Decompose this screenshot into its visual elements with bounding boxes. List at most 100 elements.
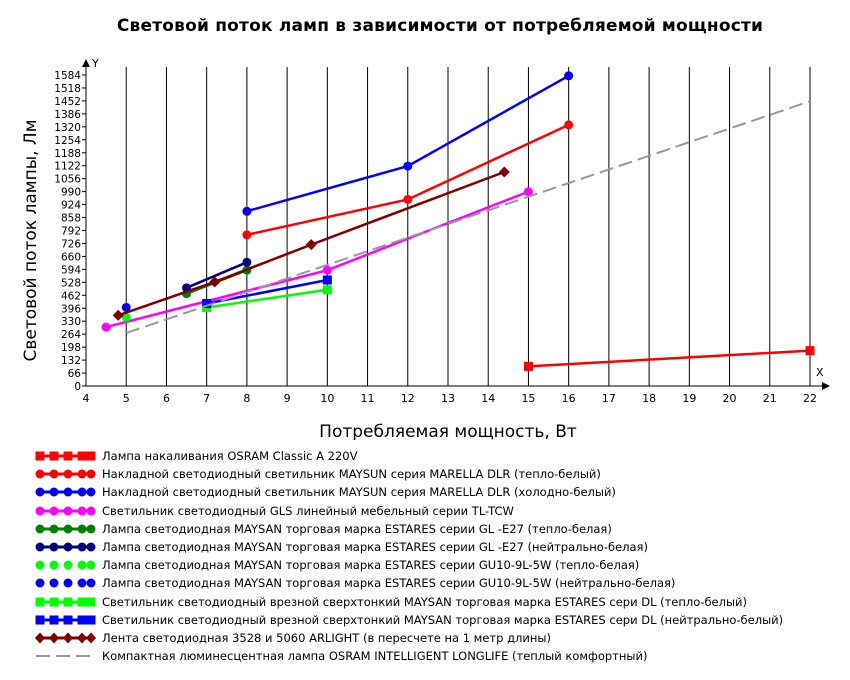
legend-swatch-1 — [35, 451, 96, 461]
y-tick-label: 462 — [61, 290, 81, 302]
y-tick-label: 1122 — [54, 161, 81, 173]
series-point-10 — [322, 275, 332, 285]
x-tick-label: 6 — [163, 392, 170, 405]
legend-swatch-8 — [35, 578, 96, 588]
series-point-8 — [121, 302, 131, 312]
series-point-3 — [242, 206, 252, 216]
legend-item-9: Светильник светодиодный врезной сверхтон… — [34, 593, 850, 611]
x-tick-label: 10 — [320, 392, 334, 405]
legend-swatch-2 — [35, 469, 96, 479]
y-tick-label: 1188 — [54, 148, 81, 160]
x-axis-arrow — [822, 382, 830, 390]
legend-label: Лампа светодиодная MAYSAN торговая марка… — [102, 558, 640, 573]
legend-label: Светильник светодиодный врезной сверхтон… — [102, 594, 747, 609]
legend-item-8: Лампа светодиодная MAYSAN торговая марка… — [34, 574, 850, 592]
legend-label: Лампа светодиодная MAYSAN торговая марка… — [102, 576, 676, 591]
y-tick-label: 858 — [61, 213, 81, 225]
legend-swatch-12 — [36, 655, 94, 658]
legend-label: Накладной светодиодный светильник MAYSUN… — [102, 467, 601, 482]
y-axis-title: Световой поток лампы, Лм — [21, 119, 41, 361]
y-tick-label: 1584 — [54, 70, 81, 82]
x-tick-label: 14 — [481, 392, 495, 405]
x-axis-letter: X — [816, 366, 824, 379]
y-tick-label: 0 — [74, 381, 81, 393]
x-tick-label: 9 — [284, 392, 291, 405]
y-tick-label: 198 — [61, 342, 81, 354]
y-tick-label: 726 — [61, 238, 81, 250]
y-tick-label: 264 — [61, 329, 81, 341]
y-tick-label: 330 — [61, 316, 81, 328]
y-tick-label: 528 — [61, 277, 81, 289]
x-tick-label: 13 — [441, 392, 455, 405]
legend-label: Накладной светодиодный светильник MAYSUN… — [102, 485, 616, 500]
x-tick-label: 17 — [602, 392, 616, 405]
legend-swatch-6 — [35, 542, 96, 552]
y-tick-label: 990 — [61, 187, 81, 199]
y-tick-label: 1254 — [54, 135, 81, 147]
x-tick-label: 22 — [803, 392, 817, 405]
series-point-11 — [305, 239, 317, 251]
legend-label: Лампа накаливания OSRAM Classic A 220V — [102, 449, 358, 464]
legend-item-12: Компактная люминесцентная лампа OSRAM IN… — [34, 647, 850, 665]
legend-item-7: Лампа светодиодная MAYSAN торговая марка… — [34, 556, 850, 574]
y-tick-label: 1452 — [54, 96, 81, 108]
series-line-9 — [206, 288, 328, 309]
y-tick-label: 660 — [61, 251, 81, 263]
legend-label: Светильник светодиодный врезной сверхтон… — [102, 612, 784, 627]
series-point-3 — [403, 161, 413, 171]
x-tick-label: 4 — [83, 392, 90, 405]
legend-item-10: Светильник светодиодный врезной сверхтон… — [34, 611, 850, 629]
legend-swatch-9 — [35, 597, 96, 607]
series-point-4 — [523, 187, 533, 197]
legend-label: Компактная люминесцентная лампа OSRAM IN… — [102, 649, 648, 664]
series-point-4 — [322, 265, 332, 275]
series-point-2 — [564, 120, 574, 130]
series-line-11 — [117, 170, 505, 317]
series-point-11 — [112, 309, 124, 321]
series-point-11 — [209, 276, 221, 288]
x-tick-label: 8 — [243, 392, 250, 405]
series-point-6 — [242, 257, 252, 267]
series-line-4 — [105, 190, 529, 329]
legend-label: Светильник светодиодный GLS линейный меб… — [102, 503, 514, 518]
y-tick-label: 1518 — [54, 83, 81, 95]
series-point-4 — [101, 322, 111, 332]
x-tick-label: 11 — [361, 392, 375, 405]
y-tick-label: 396 — [61, 303, 81, 315]
y-tick-label: 66 — [68, 368, 82, 380]
legend-item-11: Лента светодиодная 3528 и 5060 ARLIGHT (… — [34, 629, 850, 647]
series-line-6 — [186, 261, 248, 289]
legend-item-6: Лампа светодиодная MAYSAN торговая марка… — [34, 538, 850, 556]
legend-swatch-3 — [35, 487, 96, 497]
legend-item-5: Лампа светодиодная MAYSAN торговая марка… — [34, 520, 850, 538]
chart-title: Световой поток ламп в зависимости от пот… — [116, 16, 764, 36]
x-tick-label: 20 — [723, 392, 737, 405]
series-point-9 — [322, 285, 332, 295]
y-tick-label: 1320 — [54, 122, 81, 134]
x-tick-label: 16 — [562, 392, 576, 405]
y-axis-letter: Y — [91, 57, 99, 70]
series-point-1 — [523, 361, 533, 371]
legend-swatch-4 — [35, 506, 96, 516]
chart-plot: YX06613219826433039646252859466072679285… — [21, 57, 830, 440]
series-point-7 — [121, 312, 131, 322]
legend-item-4: Светильник светодиодный GLS линейный меб… — [34, 502, 850, 520]
y-tick-label: 594 — [61, 264, 81, 276]
series-line-12 — [125, 100, 811, 334]
x-tick-label: 7 — [203, 392, 210, 405]
series-point-1 — [805, 346, 815, 356]
x-tick-label: 21 — [763, 392, 777, 405]
x-axis-title: Потребляемая мощность, Вт — [319, 422, 577, 440]
legend-swatch-11 — [35, 632, 96, 644]
series-point-11 — [498, 166, 510, 178]
legend-swatch-7 — [35, 560, 96, 570]
x-tick-label: 5 — [123, 392, 130, 405]
legend-swatch-10 — [35, 615, 96, 625]
y-axis-arrow — [82, 59, 90, 67]
legend-item-3: Накладной светодиодный светильник MAYSUN… — [34, 483, 850, 501]
y-tick-label: 924 — [61, 200, 81, 212]
y-tick-label: 1056 — [54, 174, 81, 186]
legend-item-2: Накладной светодиодный светильник MAYSUN… — [34, 465, 850, 483]
legend-item-1: Лампа накаливания OSRAM Classic A 220V — [34, 447, 850, 465]
legend-label: Лампа светодиодная MAYSAN торговая марка… — [102, 521, 612, 536]
